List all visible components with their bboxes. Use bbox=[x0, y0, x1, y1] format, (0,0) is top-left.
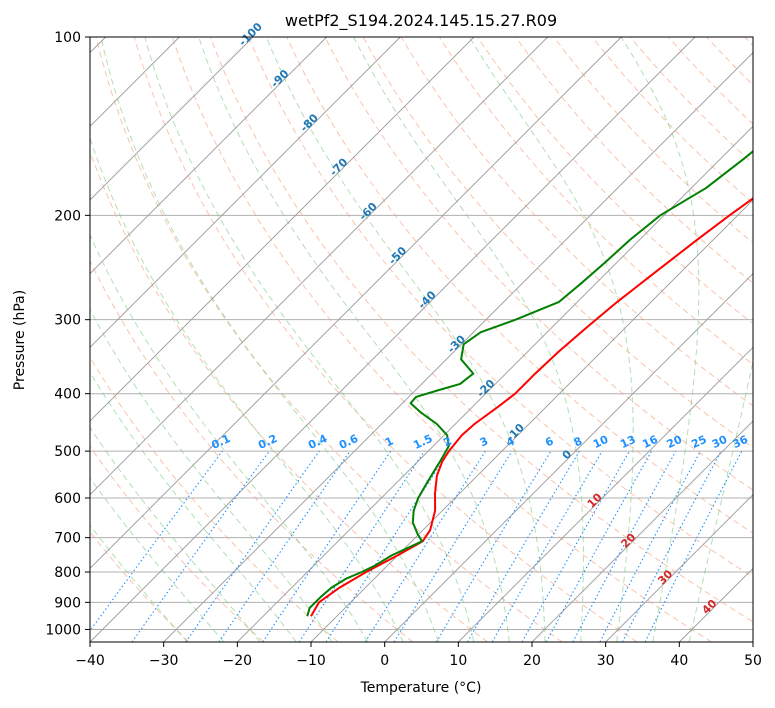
y-tick-label: 1000 bbox=[45, 622, 81, 638]
moist-adiabat-line bbox=[90, 233, 369, 642]
y-tick-label: 900 bbox=[54, 595, 81, 611]
y-axis: 100 200 300 400 500 600 700 800 900 1000 bbox=[45, 30, 90, 638]
isotherm-line bbox=[531, 420, 753, 642]
moist-adiabat-line bbox=[100, 37, 439, 642]
dry-adiabat-line bbox=[286, 37, 753, 534]
isotherm-line bbox=[90, 37, 254, 201]
x-tick-label: 0 bbox=[380, 653, 389, 669]
isotherm-line bbox=[90, 37, 548, 496]
moist-adiabat-line bbox=[353, 37, 584, 642]
mixing-ratio-label: 16 bbox=[640, 433, 660, 451]
moist-adiabat-line bbox=[144, 37, 475, 642]
mixing-ratio-line bbox=[298, 450, 425, 642]
x-axis-title: Temperature (°C) bbox=[360, 680, 482, 696]
moist-adiabat-line bbox=[198, 37, 510, 642]
series-layer bbox=[306, 150, 753, 617]
chart-title: wetPf2_S194.2024.145.15.27.R09 bbox=[285, 11, 557, 31]
dry-adiabat-line bbox=[90, 356, 339, 642]
y-tick-label: 100 bbox=[54, 30, 81, 46]
moist-adiabat-line bbox=[90, 426, 261, 642]
mixing-ratio-label: 20 bbox=[665, 433, 685, 451]
x-tick-label: −40 bbox=[75, 653, 105, 669]
mixing-ratio-line bbox=[218, 450, 351, 642]
mixing-ratio-label: 25 bbox=[689, 433, 708, 451]
moist-adiabat-line bbox=[688, 358, 753, 642]
dry-adiabat-line bbox=[133, 37, 638, 642]
x-axis: −40 −30 −20 −10 0 10 20 30 40 50 bbox=[75, 642, 762, 669]
mixing-ratio-line bbox=[90, 450, 223, 632]
moist-adiabat-line bbox=[90, 308, 333, 642]
isotherm-line bbox=[458, 346, 753, 642]
isotherm-line bbox=[310, 199, 753, 642]
isotherm-line bbox=[90, 37, 622, 569]
dewpoint-profile-line bbox=[306, 150, 753, 617]
mixing-ratio-line bbox=[545, 450, 653, 642]
mixing-ratio-line bbox=[262, 450, 392, 642]
mixing-ratio-label: 30 bbox=[710, 433, 730, 451]
mixing-ratio-line bbox=[521, 450, 630, 642]
dry-adiabat-line bbox=[90, 259, 414, 642]
moist-adiabat-line bbox=[90, 524, 188, 642]
dry-adiabat-line bbox=[248, 37, 753, 578]
mixing-ratio-line bbox=[572, 450, 677, 642]
x-tick-label: 20 bbox=[523, 653, 541, 669]
dry-adiabat-line bbox=[90, 445, 264, 642]
dry-adiabat-line bbox=[515, 37, 753, 284]
mixing-ratio-label: 13 bbox=[618, 433, 637, 451]
isotherm-line bbox=[90, 37, 696, 642]
y-tick-label: 500 bbox=[54, 444, 81, 460]
x-tick-label: −30 bbox=[149, 653, 179, 669]
isotherm-line bbox=[605, 494, 753, 642]
y-tick-label: 400 bbox=[54, 387, 81, 403]
y-tick-label: 600 bbox=[54, 491, 81, 507]
isotherm-line bbox=[90, 37, 401, 348]
x-tick-label: −20 bbox=[223, 653, 253, 669]
mixing-ratio-line bbox=[185, 450, 320, 642]
moist-adiabat-line bbox=[90, 371, 297, 642]
plot-area bbox=[90, 37, 753, 642]
y-tick-label: 300 bbox=[54, 313, 81, 329]
mixing-ratio-label: 36 bbox=[731, 433, 751, 451]
x-tick-label: −10 bbox=[296, 653, 326, 669]
isotherm-line bbox=[237, 125, 753, 642]
dry-adiabat-line bbox=[171, 37, 712, 642]
y-tick-label: 200 bbox=[54, 208, 81, 224]
x-tick-label: 50 bbox=[744, 653, 762, 669]
mixing-ratio-line bbox=[644, 450, 743, 642]
x-tick-label: 30 bbox=[597, 653, 615, 669]
moist-adiabat-line bbox=[620, 37, 700, 642]
dry-adiabat-line bbox=[210, 37, 753, 623]
x-tick-label: 10 bbox=[449, 653, 467, 669]
isotherm-line bbox=[90, 37, 475, 422]
isotherm-line bbox=[384, 273, 753, 642]
mixing-ratio-line bbox=[393, 450, 513, 642]
y-tick-label: 700 bbox=[54, 531, 81, 547]
isotherm-line bbox=[90, 37, 327, 275]
mixing-ratio-label: 10 bbox=[591, 433, 611, 451]
x-tick-label: 40 bbox=[670, 653, 688, 669]
grid-layer bbox=[90, 37, 753, 642]
mixing-ratio-line bbox=[131, 450, 270, 642]
plot-frame bbox=[89, 36, 754, 643]
y-tick-label: 800 bbox=[54, 565, 81, 581]
dry-adiabat-line bbox=[95, 37, 563, 642]
dry-adiabat-line bbox=[324, 37, 753, 491]
moist-adiabat-line bbox=[90, 477, 225, 642]
isotherm-line bbox=[163, 52, 753, 642]
y-axis-title: Pressure (hPa) bbox=[12, 290, 28, 390]
moist-adiabat-line bbox=[90, 136, 404, 642]
moist-adiabat-line bbox=[265, 37, 546, 642]
